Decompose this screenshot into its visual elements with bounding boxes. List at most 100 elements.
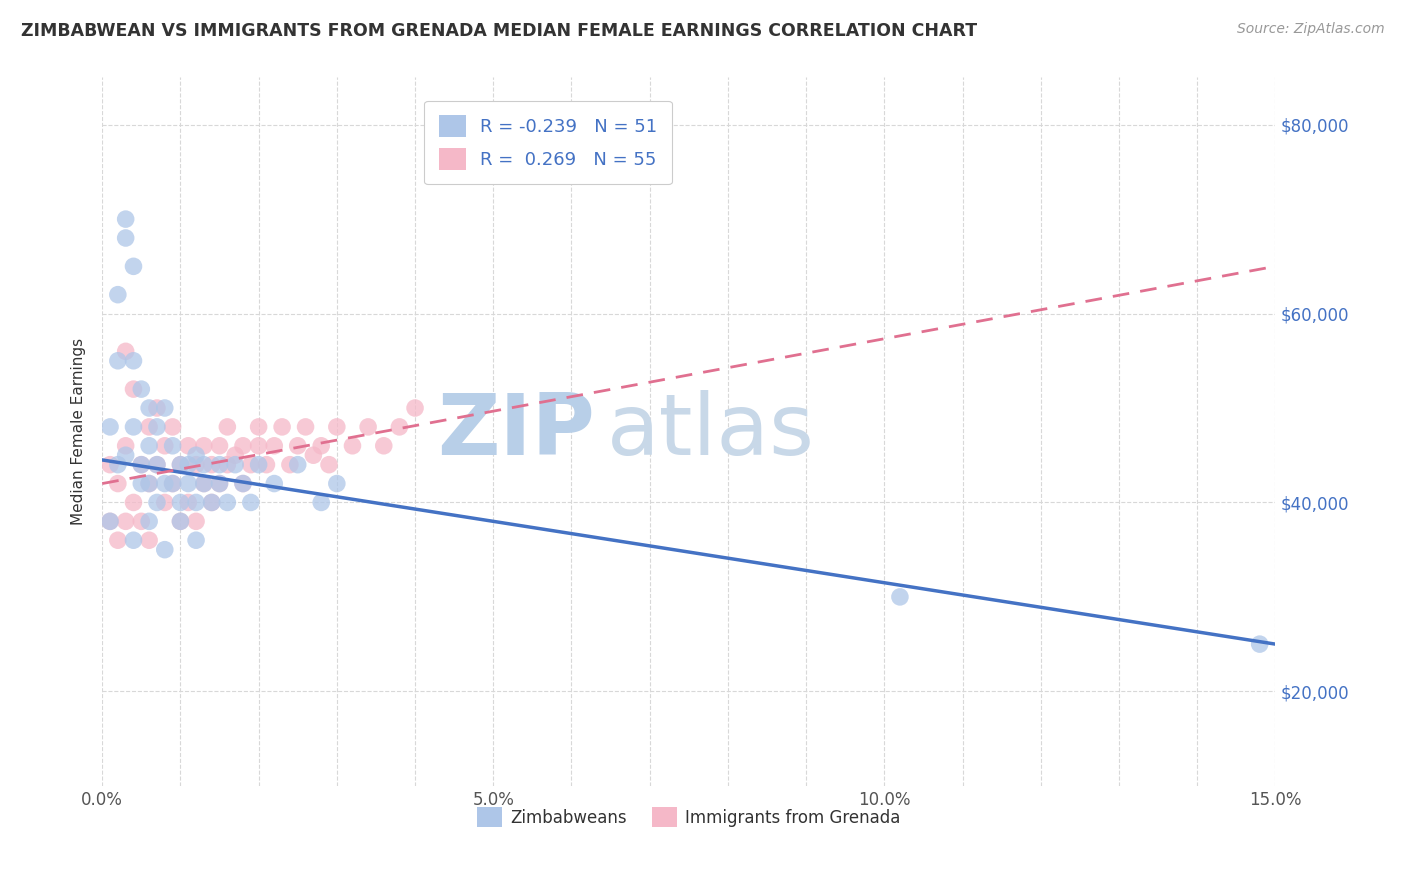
Point — [217, 458, 239, 472]
Point — [287, 439, 309, 453]
Point — [131, 514, 153, 528]
Point — [193, 458, 215, 472]
Point — [357, 420, 380, 434]
Point — [239, 495, 262, 509]
Point — [131, 458, 153, 472]
Point — [146, 420, 169, 434]
Point — [373, 439, 395, 453]
Legend: Zimbabweans, Immigrants from Grenada: Zimbabweans, Immigrants from Grenada — [470, 800, 907, 834]
Point — [169, 458, 191, 472]
Point — [388, 420, 411, 434]
Point — [162, 476, 184, 491]
Point — [114, 344, 136, 359]
Point — [122, 495, 145, 509]
Point — [169, 514, 191, 528]
Point — [294, 420, 316, 434]
Point — [169, 458, 191, 472]
Point — [153, 401, 176, 415]
Point — [107, 533, 129, 548]
Point — [98, 420, 121, 434]
Point — [309, 495, 332, 509]
Text: ZIMBABWEAN VS IMMIGRANTS FROM GRENADA MEDIAN FEMALE EARNINGS CORRELATION CHART: ZIMBABWEAN VS IMMIGRANTS FROM GRENADA ME… — [21, 22, 977, 40]
Point — [232, 439, 254, 453]
Point — [404, 401, 426, 415]
Point — [146, 458, 169, 472]
Text: atlas: atlas — [606, 390, 814, 473]
Point — [177, 495, 200, 509]
Point — [232, 476, 254, 491]
Point — [278, 458, 301, 472]
Point — [153, 476, 176, 491]
Point — [169, 514, 191, 528]
Point — [224, 448, 246, 462]
Point — [122, 382, 145, 396]
Point — [326, 476, 349, 491]
Point — [247, 420, 270, 434]
Point — [153, 439, 176, 453]
Point — [146, 401, 169, 415]
Point — [98, 514, 121, 528]
Point — [193, 476, 215, 491]
Point — [169, 495, 191, 509]
Point — [342, 439, 364, 453]
Point — [146, 495, 169, 509]
Point — [107, 476, 129, 491]
Point — [107, 287, 129, 301]
Point — [98, 458, 121, 472]
Point — [193, 476, 215, 491]
Point — [239, 458, 262, 472]
Y-axis label: Median Female Earnings: Median Female Earnings — [72, 338, 86, 525]
Point — [138, 476, 160, 491]
Point — [318, 458, 340, 472]
Point — [513, 797, 536, 812]
Point — [263, 439, 285, 453]
Point — [131, 458, 153, 472]
Point — [138, 439, 160, 453]
Point — [184, 458, 207, 472]
Point — [146, 458, 169, 472]
Point — [138, 514, 160, 528]
Point — [201, 458, 224, 472]
Point — [1249, 637, 1271, 651]
Point — [114, 439, 136, 453]
Point — [114, 448, 136, 462]
Point — [208, 476, 231, 491]
Point — [131, 476, 153, 491]
Point — [184, 495, 207, 509]
Point — [122, 353, 145, 368]
Point — [217, 495, 239, 509]
Point — [263, 476, 285, 491]
Point — [177, 439, 200, 453]
Point — [184, 533, 207, 548]
Point — [201, 495, 224, 509]
Point — [122, 420, 145, 434]
Point — [153, 495, 176, 509]
Point — [122, 260, 145, 274]
Point — [138, 476, 160, 491]
Point — [184, 514, 207, 528]
Point — [208, 458, 231, 472]
Point — [114, 231, 136, 245]
Point — [302, 448, 325, 462]
Point — [247, 439, 270, 453]
Point — [98, 514, 121, 528]
Point — [122, 533, 145, 548]
Point — [162, 439, 184, 453]
Point — [114, 212, 136, 227]
Point — [232, 476, 254, 491]
Text: ZIP: ZIP — [437, 390, 595, 473]
Point — [107, 353, 129, 368]
Point — [153, 542, 176, 557]
Point — [889, 590, 911, 604]
Point — [326, 420, 349, 434]
Point — [309, 439, 332, 453]
Point — [193, 439, 215, 453]
Point — [162, 420, 184, 434]
Point — [107, 458, 129, 472]
Point — [177, 476, 200, 491]
Point — [201, 495, 224, 509]
Point — [131, 382, 153, 396]
Point — [287, 458, 309, 472]
Point — [184, 448, 207, 462]
Point — [208, 439, 231, 453]
